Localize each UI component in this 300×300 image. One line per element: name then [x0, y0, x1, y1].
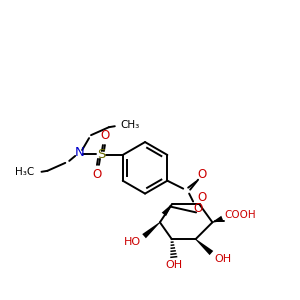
Text: COOH: COOH	[224, 210, 256, 220]
Text: CH₃: CH₃	[121, 120, 140, 130]
Text: O: O	[197, 168, 207, 181]
Text: HO: HO	[124, 237, 141, 247]
Text: O: O	[92, 168, 102, 181]
Polygon shape	[162, 204, 172, 216]
Text: N: N	[74, 146, 84, 160]
Text: O: O	[197, 191, 206, 204]
Polygon shape	[142, 222, 160, 238]
Polygon shape	[195, 239, 213, 255]
Text: S: S	[97, 148, 105, 161]
Text: O: O	[100, 129, 110, 142]
Text: H₃C: H₃C	[15, 167, 34, 177]
Text: O: O	[194, 202, 203, 215]
Text: OH: OH	[215, 254, 232, 264]
Text: OH: OH	[165, 260, 182, 270]
Polygon shape	[212, 216, 224, 223]
